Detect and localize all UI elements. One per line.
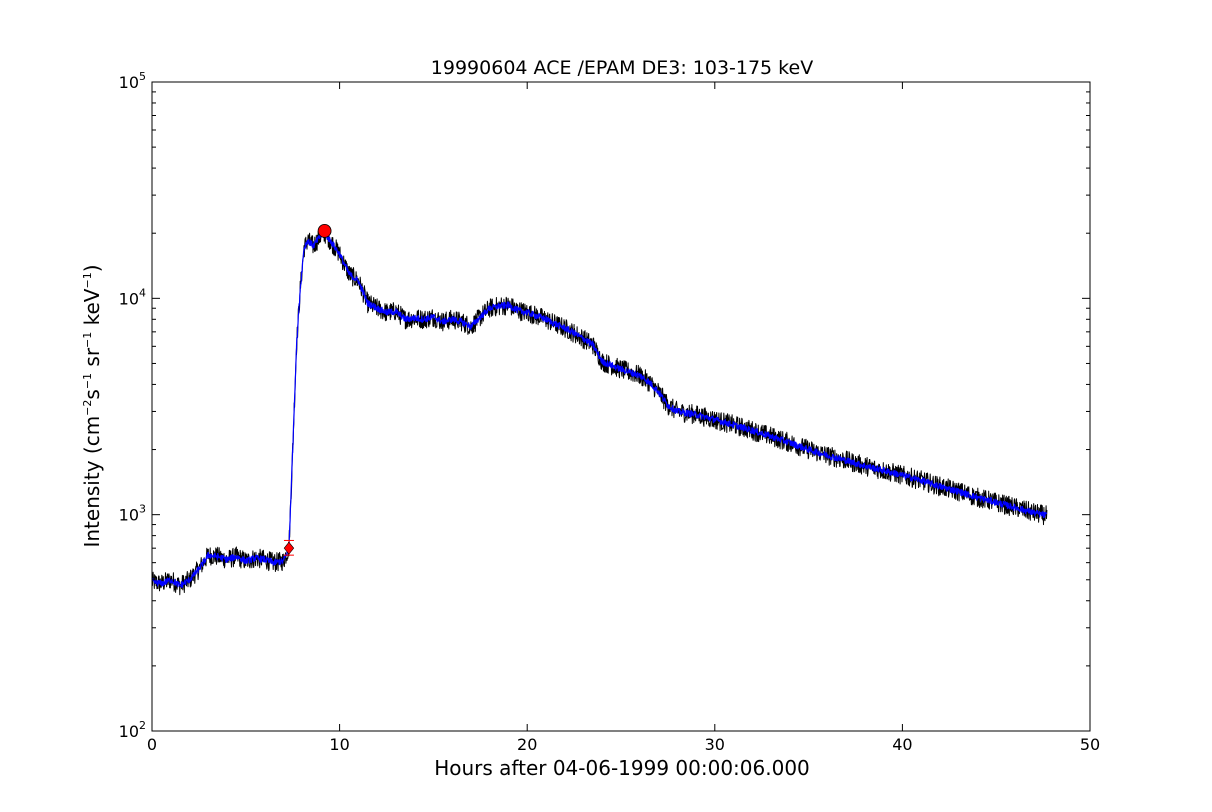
x-axis-tick-labels: 0 10 20 30 40 50 [147,735,1100,754]
x-tick-label: 40 [892,735,912,754]
x-tick-label: 0 [147,735,157,754]
marker-layer [283,223,332,556]
plot-background [152,82,1090,731]
peak-marker [317,223,332,238]
x-tick-label: 30 [705,735,725,754]
plot-frame [151,81,1091,732]
y-axis-label: Intensity (cm−2s−1 sr−1 keV−1) [80,264,104,547]
x-tick-label: 20 [517,735,537,754]
x-axis-label: Hours after 04-06-1999 00:00:06.000 [434,756,810,780]
y-tick-label: 105 [119,70,146,92]
tick-marks [151,81,1091,732]
x-tick-label: 50 [1080,735,1100,754]
series-line-1 [151,230,1048,588]
y-tick-label: 102 [119,719,146,741]
onset-marker [283,541,295,555]
x-tick-label: 10 [329,735,349,754]
y-axis-tick-labels: 102 103 104 105 [119,70,146,741]
plot-area [151,81,1091,732]
y-tick-label: 104 [119,286,146,308]
series-layer [151,225,1048,596]
chart-title: 19990604 ACE /EPAM DE3: 103-175 keV [431,57,813,79]
y-tick-label: 103 [119,503,146,525]
